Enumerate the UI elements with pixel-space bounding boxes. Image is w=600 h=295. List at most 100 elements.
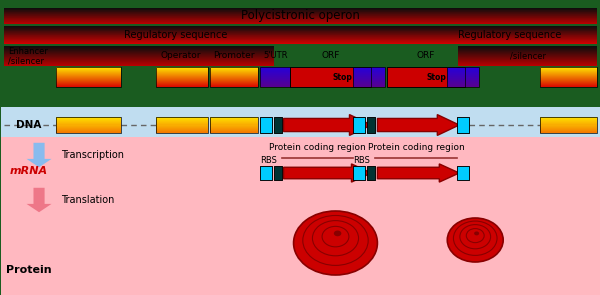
Bar (458, 64, 597, 65)
Bar (447, 67, 479, 87)
Bar (260, 67, 290, 68)
Bar (353, 69, 385, 70)
Bar (540, 124, 597, 126)
Bar (210, 83, 257, 84)
Bar (457, 166, 469, 180)
Bar (540, 71, 597, 72)
Bar (4, 58, 274, 59)
Bar (156, 67, 208, 87)
Bar (260, 86, 290, 87)
Bar (540, 117, 597, 133)
Bar (210, 85, 257, 86)
Bar (4, 33, 597, 34)
Bar (4, 60, 274, 61)
Bar (447, 83, 479, 84)
Bar (56, 75, 121, 76)
Bar (156, 117, 208, 118)
Bar (156, 68, 208, 69)
Bar (156, 80, 208, 81)
Bar (210, 70, 257, 71)
Bar (56, 129, 121, 130)
Bar (4, 16, 597, 17)
Bar (4, 51, 274, 52)
Bar (56, 118, 121, 119)
Bar (353, 67, 385, 68)
Bar (4, 61, 274, 62)
Bar (260, 78, 290, 79)
Bar (458, 65, 597, 66)
Bar (540, 78, 597, 79)
Text: DNA: DNA (16, 120, 42, 130)
Bar (4, 15, 597, 16)
Bar (4, 43, 597, 44)
Bar (4, 12, 597, 13)
Bar (540, 132, 597, 133)
Bar (540, 81, 597, 82)
Bar (156, 72, 208, 73)
Bar (447, 73, 479, 74)
Bar (210, 80, 257, 81)
Bar (156, 77, 208, 78)
Bar (353, 85, 385, 86)
Bar (458, 51, 597, 52)
Bar (4, 56, 274, 57)
Bar (540, 68, 597, 69)
Bar (156, 69, 208, 70)
Bar (540, 84, 597, 85)
Bar (447, 69, 479, 70)
Bar (540, 67, 597, 87)
Bar (56, 132, 121, 133)
Bar (290, 67, 371, 87)
Bar (353, 83, 385, 84)
Bar (156, 120, 208, 121)
Bar (540, 76, 597, 77)
Bar (540, 67, 597, 68)
Bar (458, 57, 597, 58)
Bar (56, 126, 121, 127)
Bar (353, 82, 385, 83)
Bar (458, 55, 597, 56)
Bar (540, 117, 597, 118)
Bar (210, 118, 257, 119)
Bar (210, 84, 257, 85)
Bar (156, 71, 208, 72)
Bar (56, 79, 121, 80)
Text: Operator: Operator (161, 52, 201, 60)
Bar (447, 76, 479, 77)
Bar (4, 50, 274, 51)
Bar (353, 70, 385, 71)
Bar (4, 47, 274, 48)
Bar (56, 68, 121, 69)
Bar (4, 39, 597, 40)
Bar (210, 79, 257, 80)
Bar (447, 79, 479, 80)
Bar (353, 75, 385, 76)
Bar (540, 126, 597, 127)
Bar (210, 77, 257, 78)
Bar (56, 76, 121, 77)
Bar (56, 119, 121, 120)
Bar (4, 54, 274, 55)
Bar (540, 122, 597, 123)
Bar (540, 79, 597, 80)
Bar (156, 85, 208, 86)
Bar (4, 59, 274, 60)
Bar (458, 48, 597, 49)
Text: Promoter: Promoter (213, 52, 254, 60)
Bar (56, 86, 121, 87)
Bar (540, 129, 597, 130)
Bar (156, 130, 208, 131)
Bar (353, 71, 385, 72)
Bar (156, 70, 208, 71)
Bar (210, 81, 257, 82)
Bar (210, 126, 257, 127)
Bar (156, 78, 208, 79)
Bar (56, 123, 121, 124)
Bar (260, 67, 290, 87)
Bar (458, 63, 597, 64)
FancyArrow shape (377, 164, 459, 182)
Bar (156, 75, 208, 76)
Bar (458, 60, 597, 61)
Bar (458, 50, 597, 51)
Bar (210, 119, 257, 120)
